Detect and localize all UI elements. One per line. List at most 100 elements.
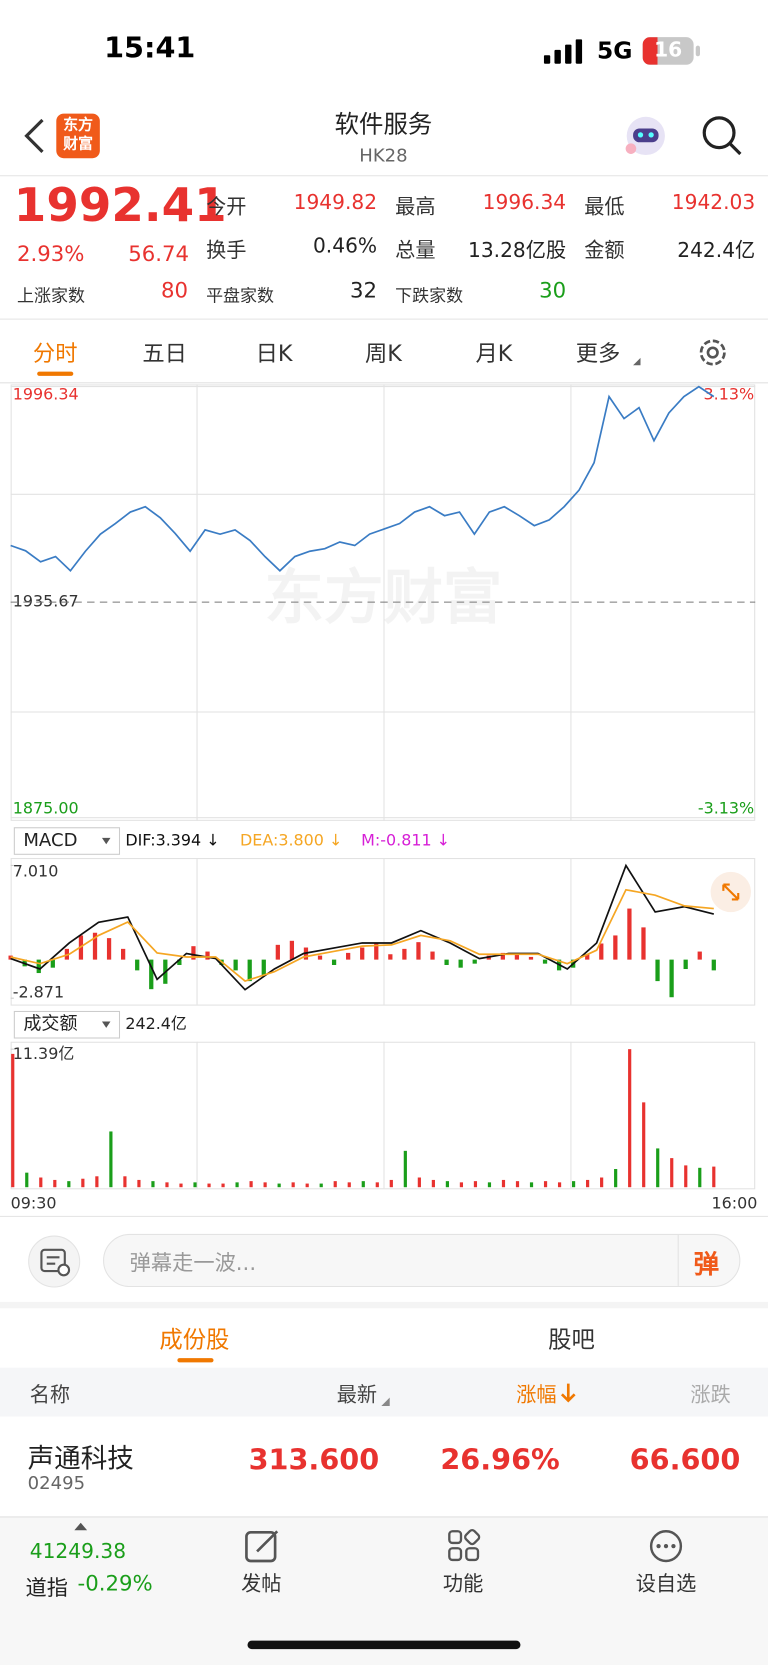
breadth-label: 平盘家数 <box>206 285 275 306</box>
volume-bar <box>25 1172 29 1188</box>
back-button[interactable] <box>21 117 46 155</box>
period-tab[interactable]: 周K <box>364 340 402 367</box>
period-tab[interactable]: 日K <box>255 340 293 367</box>
macd-bar <box>247 959 252 982</box>
macd-bar <box>416 942 421 960</box>
column-header[interactable]: 涨跌 <box>690 1383 731 1408</box>
section-gap <box>0 1301 768 1309</box>
volume-bar <box>628 1049 632 1188</box>
macd-bar <box>627 908 632 960</box>
dea-label: DEA:3.800 ↓ <box>240 831 342 850</box>
status-time: 15:41 <box>104 31 196 65</box>
macd-bar <box>331 959 337 965</box>
volume-bar <box>487 1182 492 1188</box>
field-label: 最高 <box>395 195 436 219</box>
y-tick-label: 11.39亿 <box>13 1044 75 1063</box>
column-header[interactable]: 最新 <box>336 1383 378 1408</box>
macd-bar <box>346 952 351 960</box>
danmaku-input[interactable]: 弹幕走一波... 弹 <box>103 1233 741 1288</box>
table-row[interactable]: 声通科技 02495 313.600 26.96% 66.600 <box>0 1417 768 1517</box>
watchlist-icon <box>649 1530 683 1563</box>
divider <box>0 1215 768 1217</box>
macd-bar <box>402 948 407 960</box>
chart-frame <box>10 384 756 1190</box>
section-tab[interactable]: 股吧 <box>548 1327 595 1354</box>
field-label: 金额 <box>584 238 625 263</box>
selector-arrow <box>101 837 111 845</box>
field-label: 换手 <box>206 238 247 263</box>
period-tab[interactable]: 月K <box>475 340 513 367</box>
nav-item[interactable]: 功能 <box>442 1572 484 1597</box>
volume-bar <box>263 1182 267 1188</box>
volume-bar <box>151 1181 155 1188</box>
selector-label: MACD <box>23 830 77 851</box>
macd-bar <box>430 951 435 960</box>
assistant-icon[interactable] <box>622 113 669 160</box>
indicator-selector[interactable] <box>13 827 121 855</box>
post-icon <box>245 1530 279 1563</box>
macd-bar <box>275 944 280 960</box>
settings-button[interactable] <box>696 336 730 370</box>
macd-bar <box>106 938 112 960</box>
volume-bar <box>291 1182 295 1188</box>
column-header[interactable]: 名称 <box>29 1383 71 1408</box>
volume-bar <box>333 1181 337 1188</box>
page-code: HK28 <box>359 145 408 167</box>
macd-bar <box>683 959 688 970</box>
field-value: 1996.34 <box>482 191 567 215</box>
indicator-selector[interactable] <box>13 1010 121 1039</box>
macd-bar <box>233 959 238 971</box>
last-price: 1992.41 <box>13 178 227 233</box>
breadth-label: 上涨家数 <box>16 285 85 306</box>
column-header[interactable]: 涨幅 <box>516 1383 557 1408</box>
volume-bar <box>347 1182 351 1188</box>
x-tick-label: 09:30 <box>11 1194 57 1213</box>
divider <box>677 1234 679 1286</box>
macd-bar <box>360 947 365 960</box>
app-logo[interactable]: 东方 财富 <box>56 113 100 159</box>
stock-name: 声通科技 <box>27 1443 134 1474</box>
volume-bar <box>684 1165 688 1188</box>
macd-bar <box>641 927 646 960</box>
nav-item[interactable]: 设自选 <box>635 1572 697 1597</box>
dea-line <box>10 888 714 983</box>
battery: 16 <box>642 37 694 65</box>
macd-bar <box>444 959 449 965</box>
macd-bar <box>472 959 477 964</box>
period-tab[interactable]: 分时 <box>32 340 78 367</box>
period-tab[interactable]: 五日 <box>142 340 187 367</box>
logo-line: 东方 <box>63 116 93 134</box>
volume-bar <box>712 1166 716 1188</box>
danmaku-send[interactable]: 弹 <box>693 1249 720 1280</box>
volume-bar <box>614 1169 618 1188</box>
period-tab[interactable]: 更多 <box>575 340 621 367</box>
index-change: -0.29% <box>77 1570 153 1597</box>
field-value: 242.4亿 <box>677 238 756 263</box>
danmaku-toggle[interactable] <box>27 1234 82 1289</box>
macd-bar <box>599 943 604 960</box>
y-tick-label: 1935.67 <box>13 592 79 611</box>
sort-desc-icon <box>560 1383 576 1403</box>
volume-bar <box>389 1179 393 1188</box>
volume-total: 242.4亿 <box>125 1014 187 1033</box>
volume-bar <box>473 1181 478 1188</box>
macd-bar <box>542 959 548 964</box>
section-tab[interactable]: 成份股 <box>159 1327 230 1354</box>
stock-code: 02495 <box>27 1472 86 1495</box>
sort-icon <box>381 1397 390 1406</box>
macd-bar <box>655 959 660 982</box>
volume-bar <box>557 1182 562 1188</box>
volume-bar <box>501 1179 506 1188</box>
macd-bar <box>177 959 182 965</box>
last-price-cell: 313.600 <box>248 1444 380 1478</box>
search-button[interactable] <box>701 115 743 157</box>
volume-bar <box>109 1131 113 1188</box>
expand-arrow[interactable] <box>74 1522 88 1531</box>
expand-icon <box>722 883 740 901</box>
macd-bar <box>613 935 618 960</box>
nav-item[interactable]: 发帖 <box>241 1572 282 1597</box>
volume-bar <box>403 1150 407 1188</box>
dif-label: DIF:3.394 ↓ <box>125 831 219 850</box>
table-header: 名称 最新 涨幅 涨跌 <box>0 1367 768 1417</box>
